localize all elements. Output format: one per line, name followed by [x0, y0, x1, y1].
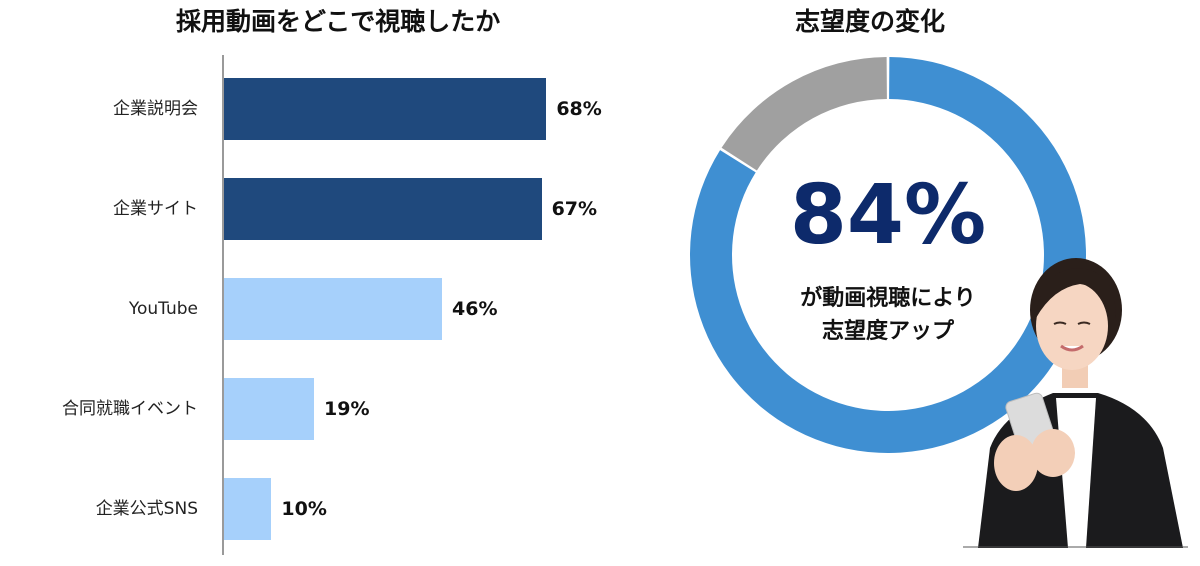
bar-category-label: 企業サイト — [113, 199, 198, 219]
donut-caption-line1: が動画視聴により — [800, 286, 976, 311]
bar-category-label: 合同就職イベント — [62, 399, 198, 419]
bar-category-label: 企業説明会 — [113, 99, 198, 119]
bar-row: 企業公式SNS 10% — [0, 478, 640, 540]
bar-row: 合同就職イベント 19% — [0, 378, 640, 440]
bar-chart-title: 採用動画をどこで視聴したか — [176, 7, 501, 36]
bar — [224, 278, 443, 340]
bar-value-label: 68% — [556, 98, 602, 120]
donut-center-value: 84% — [789, 168, 987, 263]
businesswoman-illustration — [963, 258, 1188, 548]
bar-row: 企業説明会 68% — [0, 78, 640, 140]
bar-value-label: 19% — [324, 398, 370, 420]
bar — [224, 478, 272, 540]
bar-value-label: 10% — [281, 498, 327, 520]
bar — [224, 78, 547, 140]
bar-category-label: YouTube — [128, 299, 198, 319]
donut-caption-line2: 志望度アップ — [821, 319, 954, 344]
y-axis-line — [222, 55, 224, 555]
bar — [224, 178, 542, 240]
bar-category-label: 企業公式SNS — [95, 499, 198, 519]
bar-row: YouTube 46% — [0, 278, 640, 340]
bar-value-label: 67% — [551, 198, 598, 220]
bar-row: 企業サイト 67% — [0, 178, 640, 240]
bar — [224, 378, 315, 440]
donut-chart-title: 志望度の変化 — [795, 7, 946, 36]
donut-segment-other — [721, 57, 887, 171]
bar-value-label: 46% — [452, 298, 498, 320]
donut-caption: が動画視聴により 志望度アップ — [738, 282, 1038, 348]
face-icon — [1036, 282, 1108, 370]
